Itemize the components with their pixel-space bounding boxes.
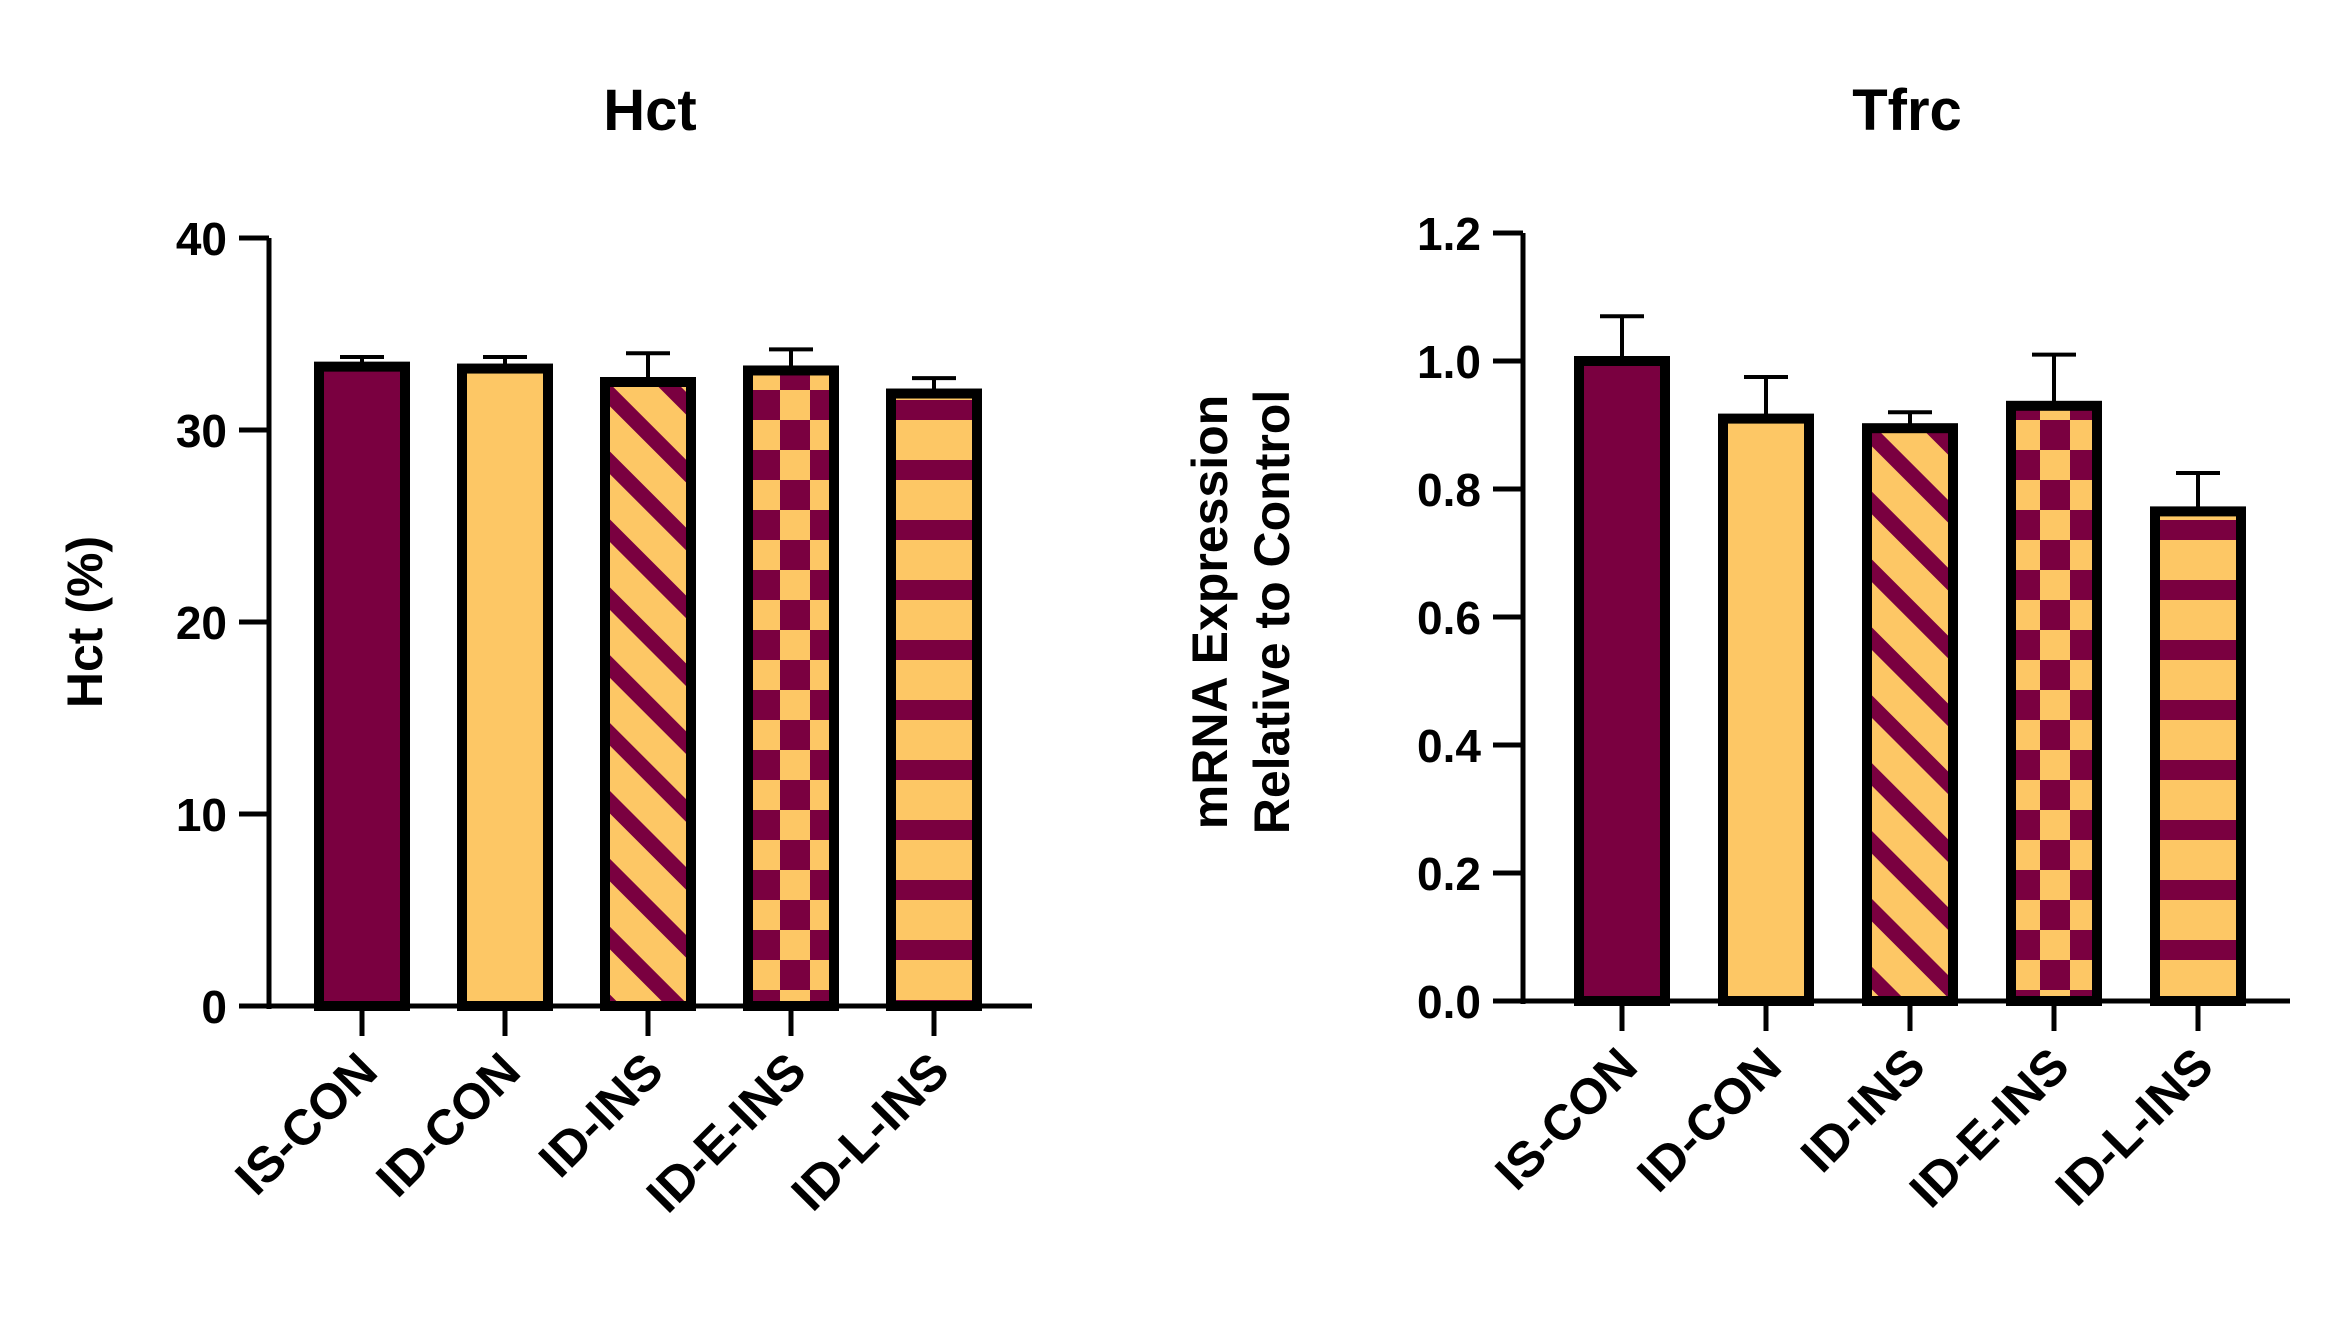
- y-tick-label: 0.0: [1417, 976, 1481, 1028]
- y-tick-label: 0.8: [1417, 464, 1481, 516]
- y-axis-label: mRNA Expression: [1182, 395, 1238, 829]
- y-tick-label: 20: [176, 597, 227, 649]
- bar-id-l-ins: [886, 388, 982, 1011]
- bar-id-ins: [1862, 423, 1958, 1006]
- x-tick-label: ID-E-INS: [1899, 1037, 2080, 1218]
- bar-id-con: [457, 363, 553, 1011]
- x-tick-label: ID-CON: [365, 1042, 530, 1207]
- x-tick-label: ID-L-INS: [2045, 1037, 2224, 1216]
- chart-tfrc: Tfrc mRNA Expression Relative to Control 0.…: [1182, 78, 2290, 1218]
- y-tick-label: 1.2: [1417, 208, 1481, 260]
- y-tick-label: 0: [201, 981, 227, 1033]
- x-tick-label: ID-E-INS: [636, 1042, 817, 1223]
- y-axis-label: Relative to Control: [1244, 390, 1300, 834]
- bar-id-l-ins: [2150, 506, 2246, 1006]
- y-tick-label: 0.4: [1417, 720, 1481, 772]
- x-tick-label: ID-L-INS: [781, 1042, 960, 1221]
- x-tick-label: IS-CON: [224, 1042, 387, 1205]
- bar-is-con: [1574, 356, 1670, 1006]
- bar-id-ins: [600, 377, 696, 1011]
- y-tick-label: 30: [176, 405, 227, 457]
- y-axis-label: Hct (%): [57, 536, 113, 708]
- bar-id-e-ins: [2006, 400, 2102, 1006]
- x-tick-label: ID-CON: [1626, 1037, 1791, 1202]
- bar-id-con: [1718, 413, 1814, 1007]
- y-tick-label: 0.2: [1417, 848, 1481, 900]
- x-tick-label: ID-INS: [528, 1042, 674, 1188]
- y-tick-label: 10: [176, 789, 227, 841]
- y-tick-label: 0.6: [1417, 592, 1481, 644]
- x-tick-label: IS-CON: [1484, 1037, 1647, 1200]
- bar-is-con: [314, 361, 410, 1011]
- bar-id-e-ins: [743, 365, 839, 1012]
- y-tick-label: 40: [176, 213, 227, 265]
- chart-title: Hct: [603, 78, 696, 143]
- y-tick-label: 1.0: [1417, 336, 1481, 388]
- chart-title: Tfrc: [1852, 78, 1962, 143]
- x-tick-label: ID-INS: [1790, 1037, 1936, 1183]
